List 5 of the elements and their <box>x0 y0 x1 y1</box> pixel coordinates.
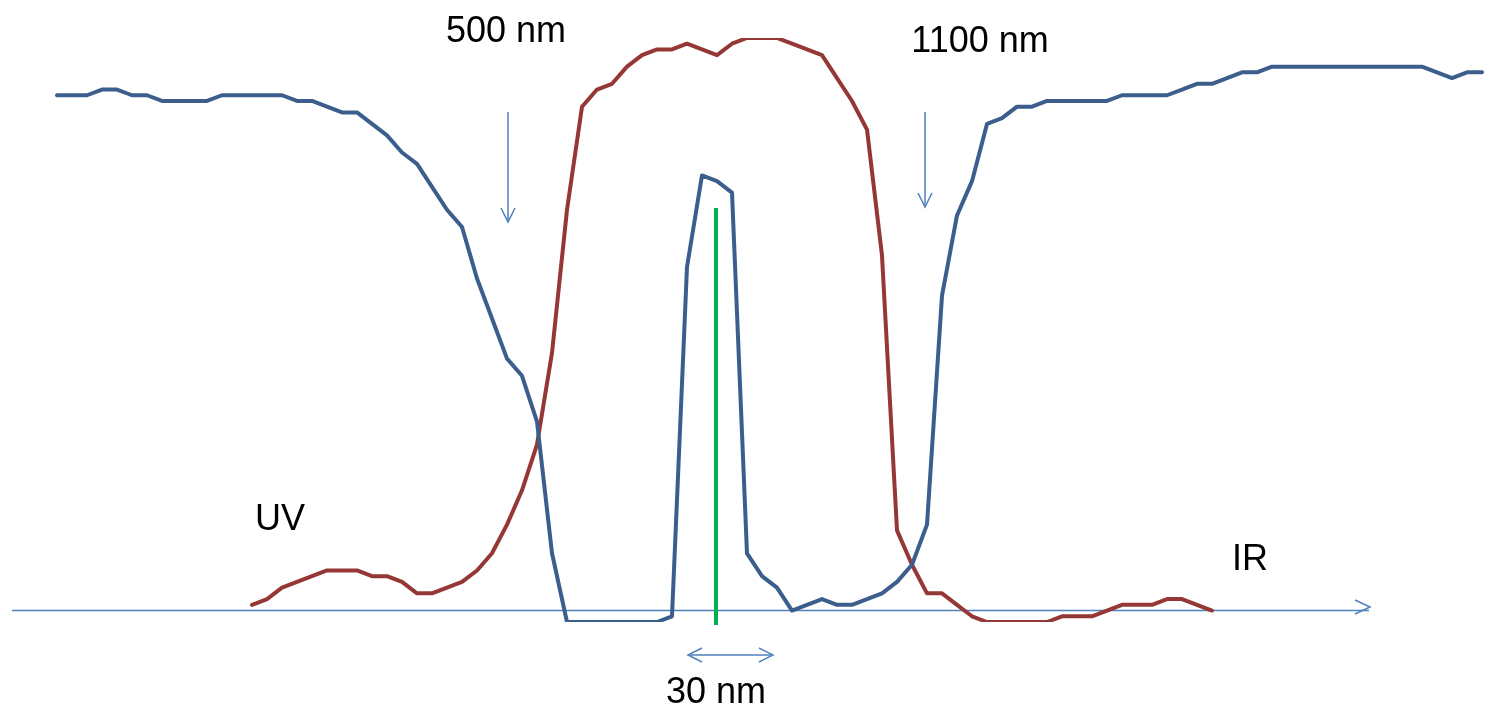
annotation: 1100 nm <box>911 18 1049 60</box>
annotation: UV <box>254 496 306 538</box>
annotation: 500 nm <box>445 8 567 50</box>
annotation: IR <box>1232 536 1268 578</box>
text: 30 nm <box>665 669 767 711</box>
